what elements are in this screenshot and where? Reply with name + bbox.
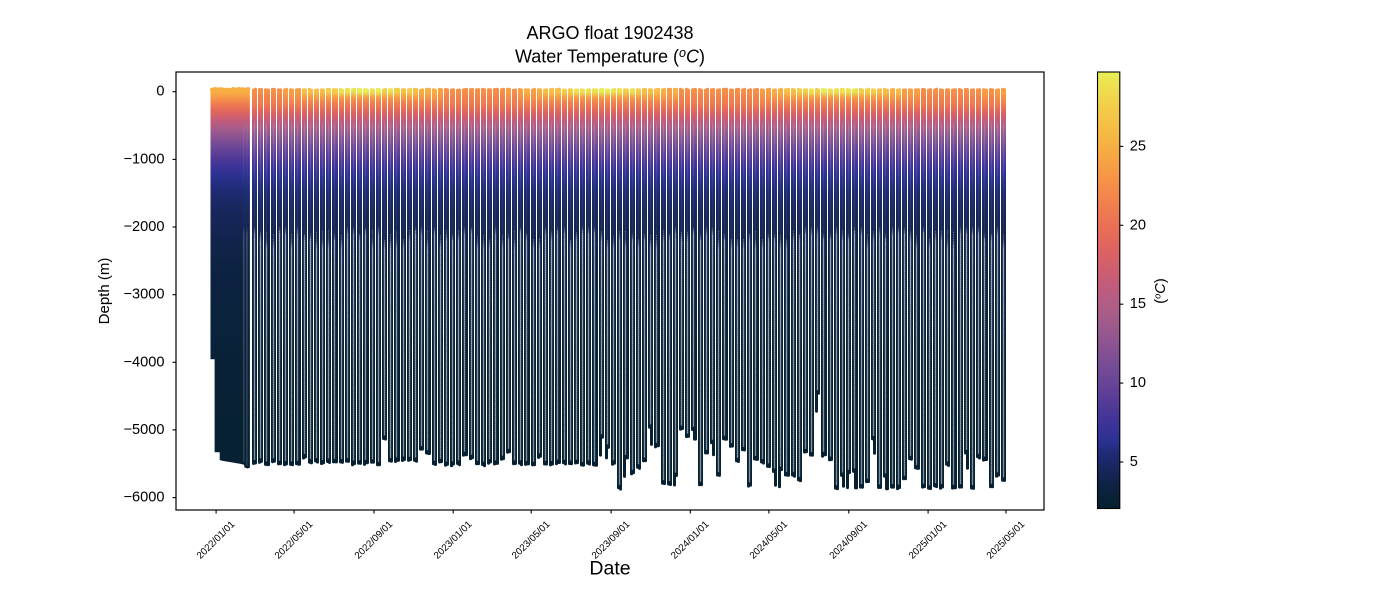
svg-text:10: 10 bbox=[1130, 375, 1146, 391]
svg-text:5: 5 bbox=[1130, 454, 1138, 470]
svg-text:0: 0 bbox=[156, 84, 164, 100]
svg-text:25: 25 bbox=[1130, 138, 1146, 154]
svg-text:Date: Date bbox=[589, 558, 630, 580]
svg-text:−1000: −1000 bbox=[124, 151, 165, 167]
svg-text:Depth (m): Depth (m) bbox=[96, 258, 113, 325]
svg-text:(oC): (oC) bbox=[1153, 278, 1170, 303]
svg-text:−3000: −3000 bbox=[124, 287, 165, 303]
svg-text:−4000: −4000 bbox=[124, 354, 165, 370]
svg-text:−6000: −6000 bbox=[124, 490, 165, 506]
svg-text:−2000: −2000 bbox=[124, 219, 165, 235]
svg-text:20: 20 bbox=[1130, 217, 1146, 233]
svg-text:15: 15 bbox=[1130, 296, 1146, 312]
svg-text:Water Temperature (oC): Water Temperature (oC) bbox=[515, 46, 705, 67]
svg-text:ARGO float 1902438: ARGO float 1902438 bbox=[526, 23, 693, 43]
svg-text:−5000: −5000 bbox=[124, 422, 165, 438]
